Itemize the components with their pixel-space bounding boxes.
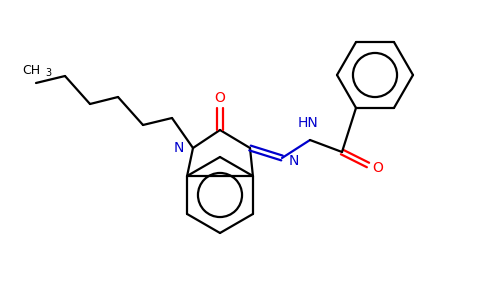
Text: N: N: [289, 154, 300, 168]
Text: O: O: [373, 161, 383, 175]
Text: CH: CH: [22, 64, 40, 77]
Text: N: N: [174, 141, 184, 155]
Text: HN: HN: [298, 116, 318, 130]
Text: 3: 3: [45, 68, 51, 78]
Text: O: O: [214, 91, 226, 105]
